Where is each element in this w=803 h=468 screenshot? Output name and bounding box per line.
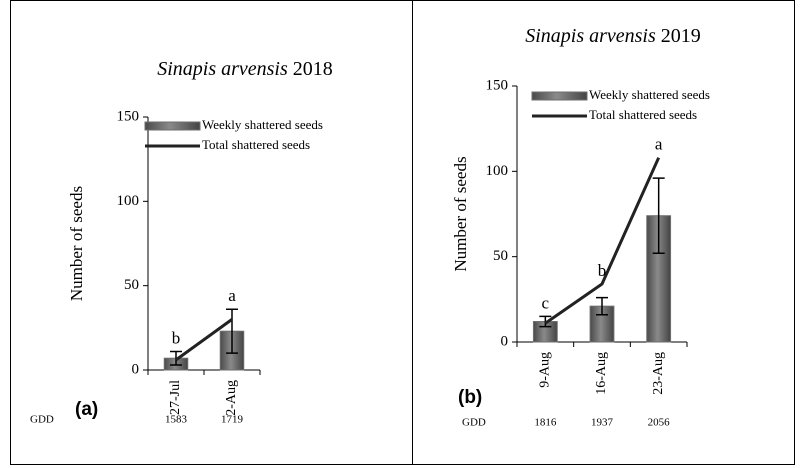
frame (10, 0, 795, 465)
chart-title: Sinapis arvensis 2019 (525, 25, 701, 47)
x-tick-label: 2-Aug (224, 380, 239, 416)
y-tick-label: 0 (501, 333, 509, 349)
y-tick-label: 150 (117, 108, 140, 124)
error-bar (652, 177, 665, 255)
y-tick-label: 150 (486, 77, 509, 93)
y-tick-label: 100 (486, 163, 509, 179)
x-tick-label: 16-Aug (594, 352, 609, 395)
title-species: Sinapis arvensis (157, 58, 288, 80)
significance-letter: c (542, 293, 550, 312)
line (544, 157, 661, 325)
significance-letter: b (172, 328, 181, 347)
title-species: Sinapis arvensis (525, 25, 656, 47)
error-bar (226, 308, 238, 354)
gdd-value: 2056 (648, 417, 671, 429)
y-tick-label: 100 (117, 193, 140, 209)
significance-letter: a (228, 286, 236, 305)
x-tick-label: 27-Jul (168, 380, 183, 415)
x-tick-label: 23-Aug (651, 352, 666, 395)
gdd-label: GDD (462, 417, 486, 429)
gdd-value: 1937 (591, 417, 614, 429)
y-tick-label: 50 (493, 248, 508, 264)
panel-label: (b) (458, 387, 482, 408)
legend-label: Total shattered seeds (202, 137, 310, 152)
legend-label: Weekly shattered seeds (589, 87, 710, 102)
gdd-value: 1816 (534, 417, 557, 429)
y-axis-label: Number of seeds (67, 186, 86, 301)
chart-title: Sinapis arvensis 2018 (157, 58, 333, 80)
x-tick-label: 9-Aug (538, 352, 553, 388)
legend-swatch (144, 121, 201, 131)
title-year: 2019 (661, 25, 701, 47)
error-bar (596, 296, 608, 316)
legend-swatch (531, 91, 588, 101)
legend-label: Total shattered seeds (589, 107, 697, 122)
panel-label: (a) (75, 399, 98, 420)
line (175, 318, 233, 362)
significance-letter: a (655, 135, 663, 154)
gdd-value: 1719 (221, 414, 244, 426)
y-tick-label: 0 (132, 361, 140, 377)
gdd-label: GDD (30, 414, 54, 426)
y-tick-label: 50 (124, 277, 139, 293)
gdd-value: 1583 (165, 414, 188, 426)
significance-letter: b (598, 261, 607, 280)
y-axis-label: Number of seeds (451, 156, 470, 271)
title-year: 2018 (293, 58, 333, 80)
legend-label: Weekly shattered seeds (202, 117, 323, 132)
